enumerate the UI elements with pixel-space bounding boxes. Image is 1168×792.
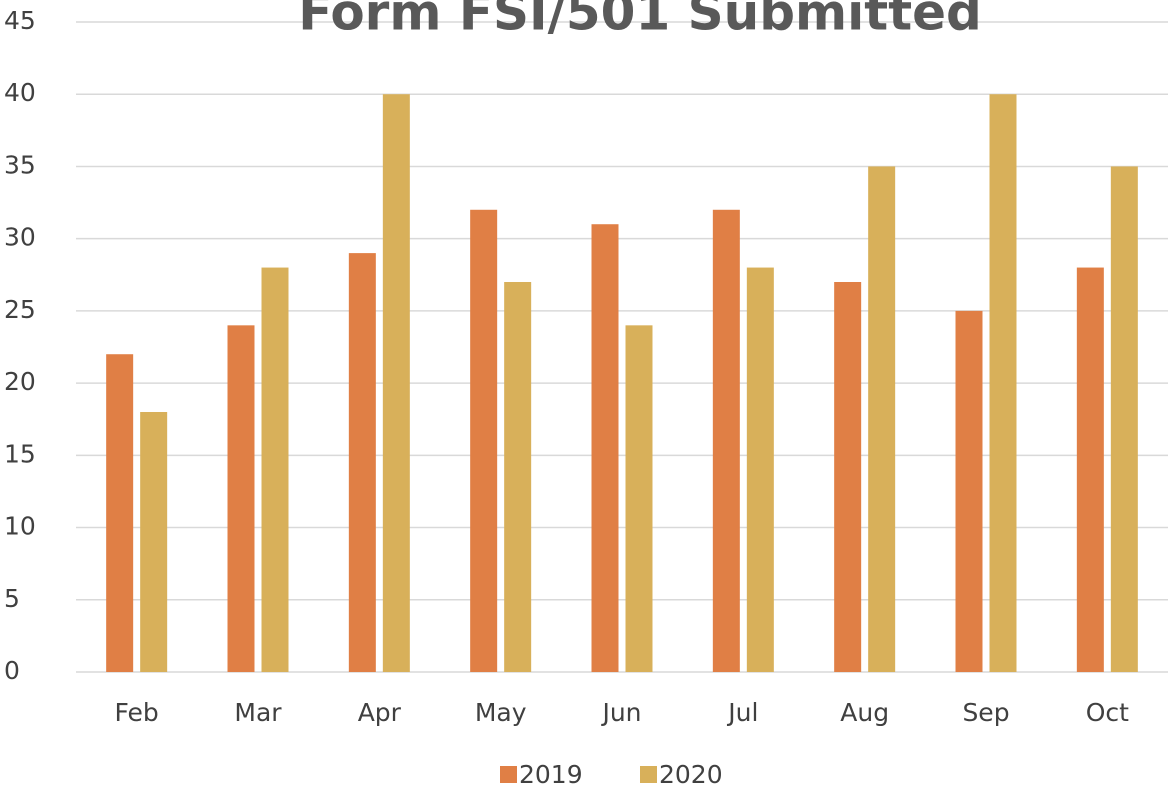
y-tick-label: 15: [4, 439, 36, 468]
legend-label: 2019: [519, 760, 583, 789]
chart-title: Form FSI/501 Submitted: [298, 0, 982, 42]
y-tick-label: 10: [4, 512, 36, 541]
x-tick-label: Aug: [840, 698, 889, 727]
x-tick-label: Oct: [1086, 698, 1129, 727]
bar: [470, 209, 498, 672]
bar: [261, 267, 289, 672]
y-tick-label: 30: [4, 223, 36, 252]
y-tick-label: 40: [4, 78, 36, 107]
x-tick-label: May: [475, 698, 527, 727]
bar: [382, 94, 410, 672]
bar: [348, 253, 376, 672]
bar: [625, 325, 653, 672]
bar: [504, 282, 532, 672]
legend-swatch: [640, 766, 657, 783]
bar: [746, 267, 774, 672]
x-tick-label: Feb: [115, 698, 159, 727]
x-tick-label: Jun: [600, 698, 641, 727]
plot: 0 5 10 15 20 25 30 35 40 45 Feb Mar Apr May Jun Jul Aug S…: [4, 6, 1168, 789]
x-tick-label: Mar: [234, 698, 282, 727]
y-tick-label: 5: [4, 584, 20, 613]
bar: [591, 224, 619, 672]
bar: [834, 282, 862, 672]
x-tick-label: Apr: [358, 698, 402, 727]
legend-swatch: [500, 766, 517, 783]
bar: [1076, 267, 1104, 672]
x-tick-label: Jul: [726, 698, 758, 727]
y-tick-label: 20: [4, 367, 36, 396]
bar: [868, 166, 896, 672]
bar: [955, 310, 983, 672]
y-tick-label: 45: [4, 6, 36, 35]
bar: [712, 209, 740, 672]
x-tick-label: Sep: [962, 698, 1009, 727]
bar: [989, 94, 1017, 672]
y-tick-label: 0: [4, 656, 20, 685]
bar: [140, 412, 168, 672]
y-tick-label: 35: [4, 150, 36, 179]
y-tick-label: 25: [4, 295, 36, 324]
bar: [227, 325, 255, 672]
legend-label: 2020: [659, 760, 723, 789]
bar: [106, 354, 134, 672]
bar: [1110, 166, 1138, 672]
